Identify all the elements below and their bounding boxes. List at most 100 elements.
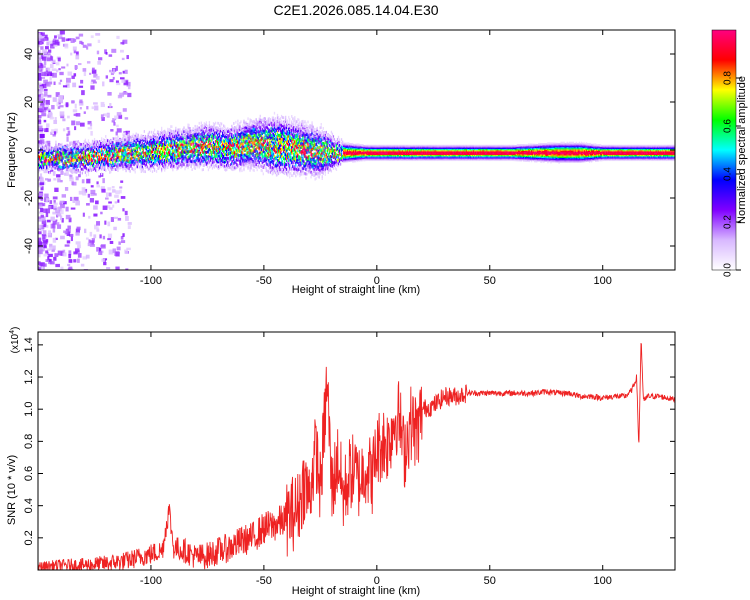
spectrogram-cell (81, 179, 85, 184)
spectrogram-cell (140, 155, 142, 158)
spectrogram-cell (39, 42, 42, 45)
spectrogram-cell (75, 231, 80, 236)
spectrogram-cell (124, 210, 128, 216)
spectrogram-cell (140, 134, 142, 138)
spectrogram-cell (77, 145, 79, 149)
spectrogram-cell (83, 161, 86, 165)
spectrogram-cell (45, 239, 49, 243)
spectrogram-cell (141, 158, 143, 161)
spectrogram-cell (150, 157, 153, 160)
spectrogram-cell (76, 152, 78, 156)
spectrogram-cell (74, 248, 80, 253)
spectrogram-cell (124, 135, 126, 139)
spectrogram-cell (176, 156, 178, 159)
spectrogram-cell (38, 82, 42, 85)
spectrogram-cell (152, 148, 155, 152)
spectrogram-cell (131, 143, 133, 147)
spectrogram-cell (256, 150, 258, 154)
spectrogram-cell (87, 43, 92, 47)
spectrogram-cell (66, 152, 68, 156)
spectrogram-cell (120, 148, 122, 152)
spectrogram-cell (86, 106, 89, 110)
spectrogram-cell (87, 168, 90, 172)
spectrogram-cell (133, 168, 135, 172)
spectrogram-cell (119, 138, 121, 142)
spectrogram-cell (191, 129, 193, 132)
spectrogram-cell (38, 227, 42, 231)
spectrogram-cell (61, 155, 63, 159)
spectrogram-cell (71, 152, 73, 156)
spectrogram-cell (108, 168, 110, 171)
spectrogram-cell (89, 150, 92, 154)
spectrogram-cell (163, 166, 165, 170)
spectrogram-cell (73, 155, 75, 159)
spectrogram-cell (52, 151, 54, 154)
spectrogram-cell (42, 156, 44, 160)
spectrogram-cell (72, 159, 74, 162)
spectrogram-cell (113, 137, 115, 141)
spectrogram-cell (168, 148, 170, 152)
spectrogram-cell (181, 130, 183, 134)
spectrogram-cell (47, 159, 49, 163)
spectrogram-cell (134, 142, 136, 146)
spectrogram-cell (189, 159, 191, 162)
spectrogram-cell (116, 159, 118, 162)
spectrogram-cell (78, 158, 80, 161)
spectrogram-cell (71, 171, 73, 174)
spectrogram-cell (181, 164, 183, 168)
spectrogram-cell (120, 142, 122, 145)
spectrogram-cell (92, 143, 95, 146)
spectrogram-cell (100, 186, 105, 190)
spectrogram-cell (102, 164, 104, 168)
spectrogram-cell (162, 161, 164, 165)
spectrogram-cell (164, 141, 166, 144)
spectrogram-cell (71, 168, 73, 172)
spectrogram-cell (202, 142, 204, 146)
spectrogram-cell (116, 35, 120, 39)
spectrogram-cell (113, 163, 115, 166)
spectrogram-cell (113, 143, 115, 147)
spectrogram-cell (39, 262, 44, 267)
spectrogram-cell (120, 196, 126, 199)
spectrogram-cell (57, 162, 59, 165)
spectrogram-cell (132, 154, 134, 157)
spectrogram-cell (59, 215, 63, 221)
spectrogram-cell (93, 141, 96, 145)
spectrogram-cell (141, 159, 143, 163)
spectrogram-cell (51, 40, 57, 46)
spectrogram-cell (145, 151, 148, 155)
spectrogram-cell (170, 125, 172, 128)
spectrogram-cell (130, 152, 132, 155)
spectrogram-cell (191, 168, 193, 172)
spectrogram-cell (53, 205, 58, 208)
spectrogram-cell (97, 154, 100, 158)
spectrogram-cell (115, 65, 118, 71)
spectrogram-cell (119, 163, 121, 167)
spectrogram-cell (154, 160, 157, 164)
spectrogram-cell (85, 159, 88, 163)
spectrogram-cell (58, 165, 60, 169)
spectrogram-cell (187, 150, 189, 153)
spectrogram-cell (39, 264, 45, 269)
spectrogram-cell (157, 156, 160, 160)
spectrogram-cell (180, 156, 182, 160)
spectrogram-cell (102, 150, 104, 153)
spectrogram-cell (143, 154, 146, 158)
spectrogram-cell (126, 156, 128, 160)
spectrogram-cell (172, 165, 174, 169)
spectrogram-cell (132, 152, 134, 155)
spectrogram-cell (172, 153, 174, 157)
spectrogram-cell (188, 126, 190, 130)
spectrogram-cell (183, 158, 185, 162)
spectrogram-cell (39, 93, 43, 97)
spectrogram-cell (157, 155, 160, 158)
spectrogram-cell (117, 217, 122, 221)
spectrogram-cell (76, 226, 81, 231)
spectrogram-cell (38, 145, 40, 149)
spectrogram-cell (95, 200, 99, 205)
spectrogram-cell (237, 119, 239, 123)
spectrogram-cell (40, 153, 42, 157)
spectrogram-cell (204, 158, 207, 162)
spectrogram-cell (38, 204, 43, 208)
